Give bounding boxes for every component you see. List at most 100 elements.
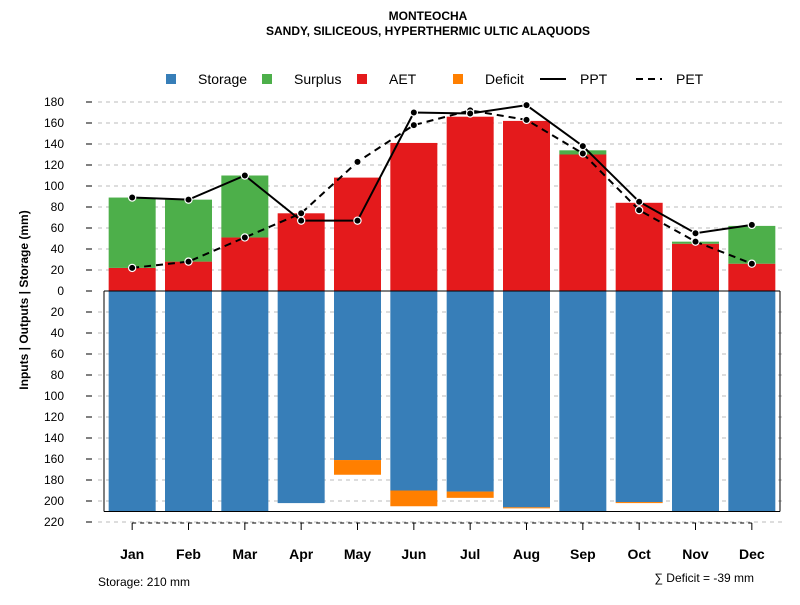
chart-subtitle: SANDY, SILICEOUS, HYPERTHERMIC ULTIC ALA… <box>266 24 590 38</box>
pet-point <box>353 157 362 167</box>
storage-bar <box>615 291 663 503</box>
x-tick-label-feb: Feb <box>176 546 201 562</box>
footer-deficit: ∑ Deficit = -39 mm <box>654 571 754 585</box>
storage-bar <box>165 291 212 512</box>
deficit-bar <box>503 507 550 509</box>
ppt-point <box>127 193 137 202</box>
pet-point <box>691 237 700 246</box>
aet-bar <box>672 243 719 291</box>
series-lines <box>127 100 757 273</box>
legend-swatch-aet <box>357 74 367 84</box>
legend-label-aet: AET <box>389 71 417 87</box>
grid-lines <box>98 101 786 523</box>
legend-swatch-surplus <box>262 74 272 84</box>
pet-point <box>296 209 306 218</box>
pet-point <box>240 233 250 242</box>
deficit-bar <box>615 502 663 504</box>
ppt-point <box>240 171 250 180</box>
ppt-point <box>184 195 193 204</box>
y-tick-label: 220 <box>44 515 64 529</box>
x-tick-label-apr: Apr <box>289 546 314 562</box>
aet-bar <box>390 142 438 291</box>
storage-bar <box>728 291 776 512</box>
legend-label-deficit: Deficit <box>485 71 524 87</box>
surplus-bar <box>108 197 156 268</box>
y-tick-label: 160 <box>44 116 64 130</box>
legend-label-storage: Storage <box>198 71 247 87</box>
pet-point <box>747 259 757 268</box>
aet-bar <box>615 202 663 291</box>
legend-label-surplus: Surplus <box>294 71 341 87</box>
x-tick-label-dec: Dec <box>739 546 765 562</box>
legend-swatch-deficit <box>453 74 463 84</box>
y-tick-label: 60 <box>51 221 65 235</box>
aet-bar <box>108 267 156 291</box>
y-tick-label: 140 <box>44 137 64 151</box>
aet-bar <box>277 213 325 291</box>
x-tick-label-sep: Sep <box>570 546 596 562</box>
footer-storage: Storage: 210 mm <box>98 575 190 589</box>
aet-bar <box>221 237 269 291</box>
aet-bar <box>503 120 550 292</box>
ppt-point <box>409 108 419 117</box>
pet-point <box>409 120 419 130</box>
pet-line <box>132 109 753 269</box>
y-tick-label: 40 <box>51 242 65 256</box>
storage-bar <box>672 291 719 512</box>
legend: Storage Surplus AET Deficit PPT PET <box>166 71 704 87</box>
ppt-point <box>578 141 588 151</box>
aet-bar <box>728 263 776 291</box>
y-tick-label: 0 <box>57 284 64 298</box>
y-tick-label: 200 <box>44 494 64 508</box>
storage-bar <box>446 291 494 492</box>
x-tick-label-aug: Aug <box>513 546 540 562</box>
y-tick-label: 60 <box>51 347 65 361</box>
pet-point <box>127 263 137 273</box>
ppt-point <box>353 216 362 225</box>
ppt-point <box>747 220 757 230</box>
ppt-point <box>465 109 475 118</box>
x-tick-label-may: May <box>344 546 371 562</box>
pet-point <box>184 257 193 266</box>
storage-bar <box>503 291 550 508</box>
storage-bar <box>334 291 381 461</box>
y-tick-label: 120 <box>44 158 64 172</box>
storage-bar <box>277 291 325 504</box>
x-tick-label-jan: Jan <box>120 546 144 562</box>
ppt-point <box>296 216 306 225</box>
surplus-bar <box>221 175 269 238</box>
ppt-point <box>691 229 700 238</box>
ppt-line <box>132 104 752 235</box>
y-axis-label: Inputs | Outputs | Storage (mm) <box>17 210 31 389</box>
storage-bar <box>108 291 156 512</box>
y-tick-label: 100 <box>44 179 64 193</box>
ppt-point <box>522 100 531 110</box>
axes: 1801601401201008060402002040608010012014… <box>44 95 781 562</box>
surplus-bar <box>165 199 212 262</box>
deficit-bar <box>390 490 438 507</box>
legend-swatch-storage <box>166 74 176 84</box>
bars <box>108 116 776 512</box>
pet-point <box>578 149 588 158</box>
storage-bar <box>390 291 438 491</box>
pet-point <box>634 205 644 215</box>
storage-bar <box>559 291 607 512</box>
x-tick-label-oct: Oct <box>627 546 651 562</box>
deficit-bar <box>334 460 381 475</box>
y-tick-label: 180 <box>44 473 64 487</box>
x-tick-label-mar: Mar <box>232 546 257 562</box>
chart-title: MONTEOCHA <box>389 9 468 23</box>
legend-label-pet: PET <box>676 71 704 87</box>
legend-label-ppt: PPT <box>580 71 608 87</box>
y-tick-label: 80 <box>51 368 65 382</box>
x-tick-label-jul: Jul <box>460 546 480 562</box>
storage-bar <box>221 291 269 512</box>
y-tick-label: 20 <box>51 305 65 319</box>
pet-point <box>522 115 531 125</box>
deficit-bar <box>446 491 494 498</box>
y-tick-label: 140 <box>44 431 64 445</box>
y-tick-label: 80 <box>51 200 65 214</box>
y-tick-label: 20 <box>51 263 65 277</box>
ppt-point <box>634 197 644 206</box>
